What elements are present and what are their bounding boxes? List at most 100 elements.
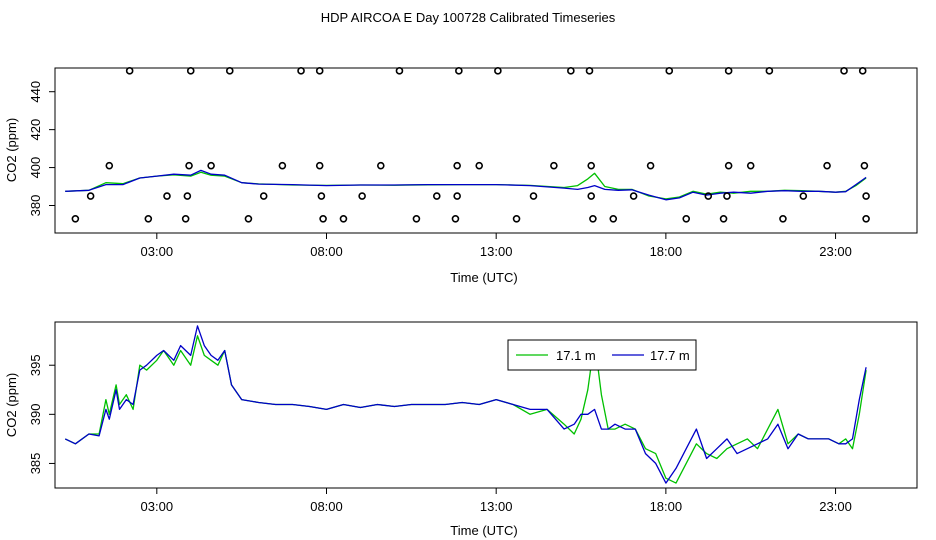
top-scatter-point: [244, 214, 253, 223]
legend: 17.1 m 17.7 m: [507, 339, 697, 371]
top-scatter-point: [186, 67, 195, 75]
top-scatter-point: [453, 192, 461, 200]
top-y-tick-label: 440: [28, 81, 43, 103]
top-x-tick-label: 18:00: [650, 244, 683, 259]
top-scatter-point: [765, 67, 774, 75]
top-scatter-point: [432, 192, 441, 200]
top-scatter-point: [719, 214, 728, 223]
top-scatter-point: [587, 161, 596, 170]
top-scatter-point: [779, 214, 787, 223]
top-scatter-point: [475, 161, 484, 170]
top-scatter-point: [704, 192, 713, 200]
bottom-x-tick-label: 08:00: [310, 499, 343, 514]
figure-title: HDP AIRCOA E Day 100728 Calibrated Times…: [321, 10, 616, 25]
top-scatter-point: [646, 161, 655, 170]
top-scatter-point: [589, 214, 597, 223]
bottom-series-lines: [64, 325, 867, 484]
top-scatter-point: [862, 192, 870, 200]
top-scatter-point: [585, 67, 594, 75]
top-panel-frame: [54, 67, 918, 234]
top-scatter-point: [629, 192, 638, 200]
top-scatter-point: [183, 192, 192, 200]
top-x-axis-label: Time (UTC): [450, 270, 517, 285]
bottom-x-tick-label: 23:00: [819, 499, 852, 514]
bottom-y-axis: 385 390 395: [28, 354, 55, 474]
top-x-tick-label: 03:00: [141, 244, 174, 259]
top-scatter-point: [746, 161, 755, 170]
top-scatter-point: [665, 67, 674, 75]
bottom-x-tick-label: 18:00: [650, 499, 683, 514]
top-scatter-point: [259, 192, 268, 200]
top-x-tick-label: 08:00: [310, 244, 343, 259]
top-x-axis: 03:00 08:00 13:00 18:00 23:00: [141, 233, 852, 259]
top-series-line-2: [65, 169, 867, 201]
top-series-lines: [65, 169, 867, 201]
top-scatter-point: [297, 67, 305, 75]
bottom-series-line-2: [64, 325, 867, 484]
top-scatter-point: [278, 161, 287, 170]
top-scatter-point: [144, 214, 153, 223]
top-scatter-point: [315, 161, 324, 170]
top-scatter-point: [860, 161, 869, 170]
top-y-tick-label: 400: [28, 157, 43, 179]
top-scatter-point: [494, 67, 502, 75]
bottom-x-tick-label: 13:00: [480, 499, 513, 514]
top-scatter-point: [412, 214, 421, 223]
top-scatter-point: [86, 192, 95, 200]
top-scatter-point: [225, 67, 234, 75]
top-scatter-point: [587, 192, 596, 200]
bottom-y-tick-label: 395: [28, 354, 43, 376]
top-scatter-point: [125, 67, 134, 75]
top-scatter-point: [185, 161, 193, 170]
bottom-panel-frame: [54, 321, 918, 489]
top-scatter-point: [724, 161, 733, 170]
top-scatter-point: [529, 192, 538, 200]
top-scatter-point: [567, 67, 575, 75]
top-x-tick-label: 23:00: [819, 244, 852, 259]
top-x-tick-label: 13:00: [480, 244, 513, 259]
bottom-y-tick-label: 385: [28, 453, 43, 475]
top-scatter-point: [339, 214, 348, 223]
top-scatter-point: [453, 161, 461, 170]
top-y-tick-label: 420: [28, 119, 43, 141]
top-panel: 03:00 08:00 13:00 18:00 23:00 380 400 420 440 T…: [4, 67, 918, 285]
top-scatter-point: [799, 192, 808, 200]
bottom-x-axis-label: Time (UTC): [450, 523, 517, 538]
top-scatter-point: [451, 214, 460, 223]
top-scatter-point: [181, 214, 190, 223]
top-scatter-point: [550, 161, 558, 170]
bottom-panel: 03:00 08:00 13:00 18:00 23:00 385 390 395 Time…: [4, 321, 918, 538]
top-scatter-point: [724, 67, 733, 75]
top-scatter-point: [71, 214, 80, 223]
top-scatter-point: [512, 214, 521, 223]
bottom-x-axis: 03:00 08:00 13:00 18:00 23:00: [141, 488, 852, 514]
legend-label-17-7m: 17.7 m: [650, 348, 690, 363]
legend-label-17-1m: 17.1 m: [556, 348, 596, 363]
top-scatter-point: [358, 192, 366, 200]
top-scatter-point: [682, 214, 691, 223]
bottom-series-line-1: [64, 335, 867, 484]
top-scatter-point: [862, 214, 870, 223]
top-scatter-point: [723, 192, 731, 200]
top-scatter-point: [840, 67, 848, 75]
top-y-axis: 380 400 420 440: [28, 81, 55, 216]
top-scatter-point: [609, 214, 618, 223]
top-scatter-point: [317, 192, 326, 200]
top-scatter-point: [319, 214, 327, 223]
top-y-tick-label: 380: [28, 195, 43, 217]
top-scatter-point: [376, 161, 385, 170]
bottom-y-tick-label: 390: [28, 403, 43, 425]
bottom-y-axis-label: CO2 (ppm): [4, 373, 19, 437]
top-scatter-point: [163, 192, 171, 200]
bottom-x-tick-label: 03:00: [141, 499, 174, 514]
top-scatter-points: [71, 67, 870, 223]
top-scatter-point: [207, 161, 215, 170]
top-scatter-point: [315, 67, 324, 75]
top-scatter-point: [858, 67, 867, 75]
top-scatter-point: [455, 67, 463, 75]
top-y-axis-label: CO2 (ppm): [4, 118, 19, 182]
top-scatter-point: [395, 67, 404, 75]
top-scatter-point: [105, 161, 114, 170]
top-scatter-point: [823, 161, 831, 170]
